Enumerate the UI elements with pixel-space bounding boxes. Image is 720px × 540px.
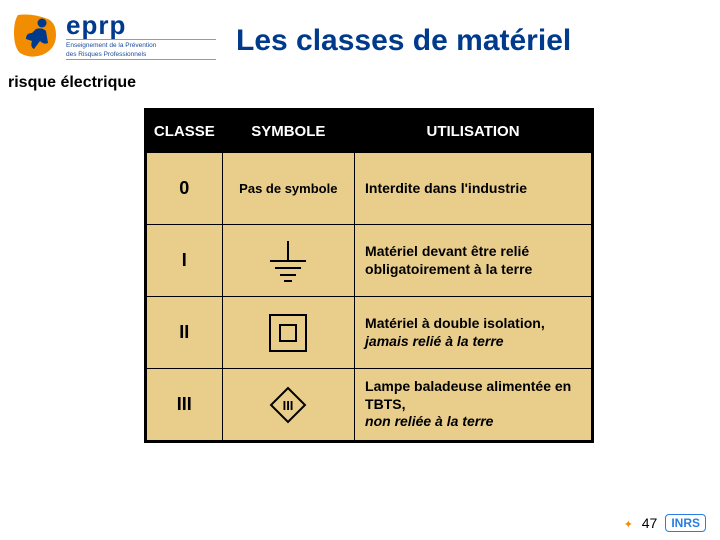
utilisation-cell: Lampe baladeuse alimentée en TBTS,non re… bbox=[355, 369, 592, 441]
logo: eprp Enseignement de la Prévention des R… bbox=[12, 10, 212, 62]
header-symbole: SYMBOLE bbox=[222, 111, 354, 153]
page-subtitle: risque électrique bbox=[8, 74, 136, 92]
double-square-icon bbox=[262, 307, 314, 359]
page-number: 47 bbox=[642, 515, 658, 531]
footer: ✦ 47 INRS bbox=[624, 514, 706, 532]
header-utilisation: UTILISATION bbox=[355, 111, 592, 153]
symbole-cell: Pas de symbole bbox=[222, 153, 354, 225]
logo-person-icon bbox=[12, 13, 58, 59]
svg-text:III: III bbox=[283, 398, 294, 413]
header-classe: CLASSE bbox=[147, 111, 223, 153]
earth-icon bbox=[260, 233, 316, 289]
logo-divider bbox=[66, 59, 216, 60]
symbole-cell bbox=[222, 297, 354, 369]
page-title: Les classes de matériel bbox=[236, 24, 571, 58]
diamond-iii-icon: III bbox=[260, 377, 316, 433]
utilisation-cell: Interdite dans l'industrie bbox=[355, 153, 592, 225]
symbole-cell bbox=[222, 225, 354, 297]
page-marker-icon: ✦ bbox=[624, 518, 634, 528]
logo-sub2: des Risques Professionnels bbox=[66, 51, 216, 58]
logo-sub1: Enseignement de la Prévention bbox=[66, 42, 216, 49]
utilisation-cell: Matériel à double isolation,jamais relié… bbox=[355, 297, 592, 369]
utilisation-cell: Matériel devant être relié obligatoireme… bbox=[355, 225, 592, 297]
table-header-row: CLASSE SYMBOLE UTILISATION bbox=[147, 111, 592, 153]
classe-cell: I bbox=[147, 225, 223, 297]
inrs-badge: INRS bbox=[665, 514, 706, 532]
classe-cell: III bbox=[147, 369, 223, 441]
table-row: 0Pas de symboleInterdite dans l'industri… bbox=[147, 153, 592, 225]
logo-main: eprp bbox=[66, 12, 216, 38]
table-row: I Matériel devant être relié obligatoirem… bbox=[147, 225, 592, 297]
symbole-cell: III bbox=[222, 369, 354, 441]
classe-cell: II bbox=[147, 297, 223, 369]
classe-cell: 0 bbox=[147, 153, 223, 225]
material-classes-table: CLASSE SYMBOLE UTILISATION 0Pas de symbo… bbox=[144, 108, 594, 443]
table-row: II Matériel à double isolation,jamais rel… bbox=[147, 297, 592, 369]
logo-text: eprp Enseignement de la Prévention des R… bbox=[66, 12, 216, 60]
table-row: III III Lampe baladeuse alimentée en TBTS,… bbox=[147, 369, 592, 441]
logo-divider bbox=[66, 39, 216, 40]
